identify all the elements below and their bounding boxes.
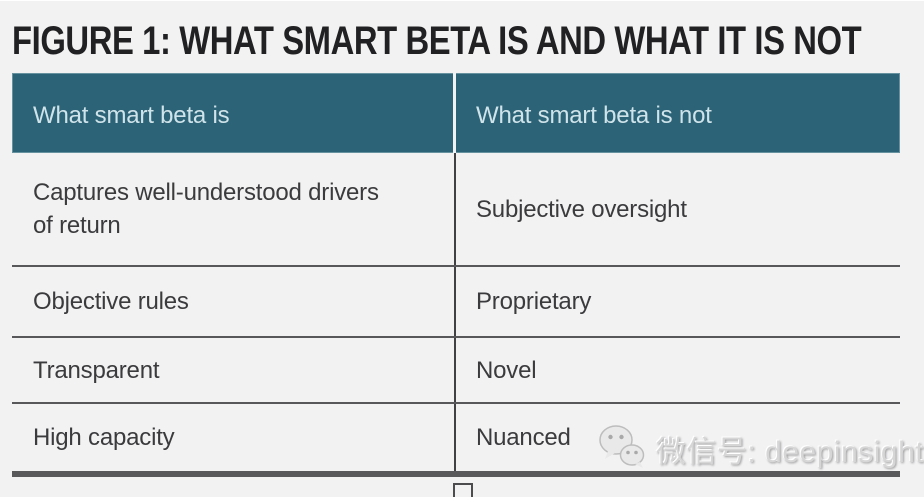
cell-text: Objective rules [33, 288, 189, 315]
cell-text: High capacity [33, 424, 175, 451]
table-row: Objective rules Proprietary [12, 267, 900, 338]
cell-text: Captures well-understood drivers of retu… [33, 179, 379, 239]
header-cell-what-smart-beta-is-not: What smart beta is not [456, 73, 900, 153]
cell-captures-drivers: Captures well-understood drivers of retu… [12, 153, 456, 265]
cell-text: Proprietary [476, 288, 592, 315]
cell-text: Transparent [33, 356, 160, 384]
cell-high-capacity: High capacity [12, 404, 456, 471]
table-header-row: What smart beta is What smart beta is no… [12, 73, 900, 153]
table-row: High capacity Nuanced [12, 404, 900, 471]
cell-text: Subjective oversight [476, 195, 687, 223]
cell-text: Novel [476, 356, 537, 384]
smart-beta-table: What smart beta is What smart beta is no… [12, 73, 900, 477]
table-row: Transparent Novel [12, 338, 900, 404]
cell-text: Nuanced [476, 424, 571, 451]
cell-objective-rules: Objective rules [12, 267, 456, 336]
header-label: What smart beta is not [476, 102, 712, 129]
table-body: Captures well-understood drivers of retu… [12, 153, 900, 477]
header-cell-what-smart-beta-is: What smart beta is [12, 73, 456, 153]
missing-character-box [453, 483, 473, 497]
table-row: Captures well-understood drivers of retu… [12, 153, 900, 267]
cell-transparent: Transparent [12, 338, 456, 402]
cell-nuanced: Nuanced [456, 404, 900, 471]
cell-novel: Novel [456, 338, 900, 402]
cell-subjective-oversight: Subjective oversight [456, 153, 900, 265]
cell-proprietary: Proprietary [456, 267, 900, 336]
header-label: What smart beta is [33, 102, 230, 129]
figure-title: FIGURE 1: WHAT SMART BETA IS AND WHAT IT… [12, 19, 862, 63]
